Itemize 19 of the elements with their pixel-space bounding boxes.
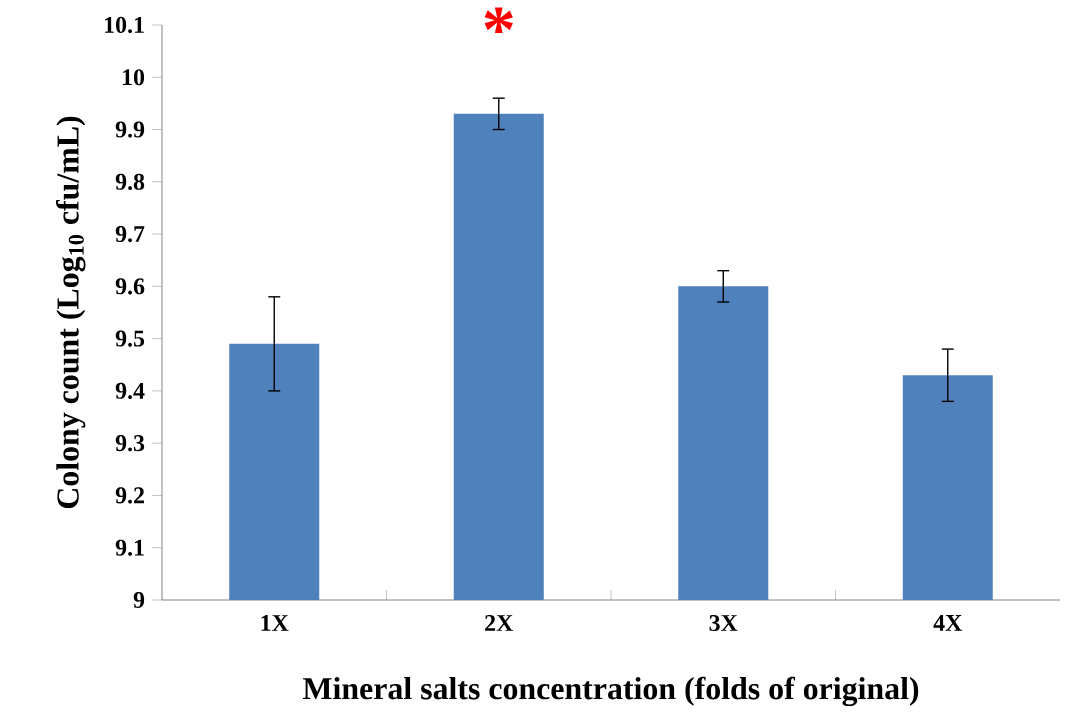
x-tick-label: 3X (709, 615, 738, 632)
y-tick-label: 9.4 (115, 382, 145, 399)
y-tick-label: 9.7 (115, 225, 145, 243)
x-tick-label: 4X (933, 615, 963, 631)
y-tick-label: 9.5 (115, 330, 145, 347)
y-tick-label: 9.2 (115, 487, 144, 504)
y-axis-title: Colony count (Log$_{10}$ cfu/mL) (56, 116, 86, 509)
y-tick-label: 10.1 (105, 16, 144, 34)
annotation: * (484, 7, 513, 34)
y-tick-label: 9 (133, 591, 145, 609)
y-tick-label: 9.3 (115, 435, 145, 452)
x-tick-label: 1X (261, 615, 289, 631)
x-axis-title: Mineral salts concentration (folds of original) (302, 676, 919, 707)
y-tick-label: 10 (122, 69, 145, 86)
y-tick-label: 9.1 (115, 539, 144, 556)
y-tick-label: 9.9 (115, 121, 145, 138)
x-tick-label: 2X (485, 615, 514, 631)
y-tick-label: 9.6 (115, 278, 145, 295)
y-tick-label: 9.8 (115, 173, 145, 190)
